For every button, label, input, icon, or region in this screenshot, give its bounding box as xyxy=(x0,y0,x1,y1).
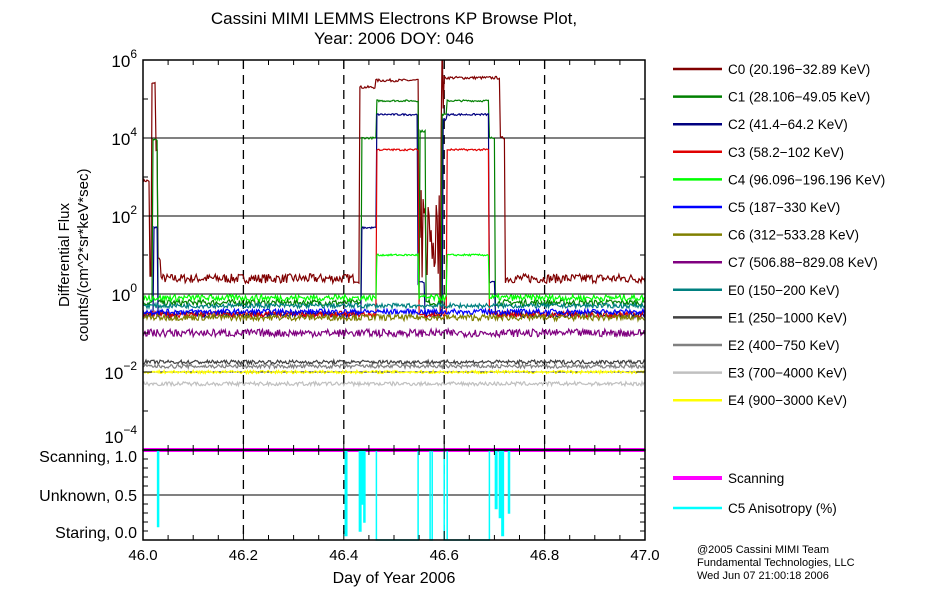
legend-label: E2 (400−750 KeV) xyxy=(728,338,839,353)
x-tick-label: 47.0 xyxy=(630,547,659,564)
y-tick-label: 10−2 xyxy=(104,359,137,383)
series-line-e0 xyxy=(143,301,645,311)
y-tick-label: 10−4 xyxy=(104,423,137,447)
footer-line2: Fundamental Technologies, LLC xyxy=(697,557,855,569)
series-line-c7 xyxy=(143,326,645,339)
y-tick-label: 100 xyxy=(111,281,137,305)
legend-label: C1 (28.106−49.05 KeV) xyxy=(728,90,870,105)
legend-label: E3 (700−4000 KeV) xyxy=(728,366,847,381)
y-axis-label-line1: Differential Flux xyxy=(56,203,73,307)
series-line-c3 xyxy=(143,148,645,320)
x-tick-label: 46.0 xyxy=(128,547,157,564)
legend: C0 (20.196−32.89 KeV) C1 (28.106−49.05 Ke… xyxy=(673,62,885,516)
chart-title-line1: Cassini MIMI LEMMS Electrons KP Browse P… xyxy=(211,9,577,28)
y-tick-label: 106 xyxy=(111,47,137,71)
legend-label: C7 (506.88−829.08 KeV) xyxy=(728,255,878,270)
footer-line3: Wed Jun 07 21:00:18 2006 xyxy=(697,570,829,582)
legend-label: C0 (20.196−32.89 KeV) xyxy=(728,62,870,77)
axes: 46.0 46.2 46.4 46.6 46.8 47.0 106 104 102 100 10−2… xyxy=(39,47,659,564)
legend-label: C2 (41.4−64.2 KeV) xyxy=(728,117,848,132)
legend-label: E0 (150−200 KeV) xyxy=(728,283,839,298)
series-line-c4 xyxy=(143,252,645,303)
legend-label: C5 Anisotropy (%) xyxy=(728,501,837,516)
y-axis-label-line2: counts/(cm^2*sr*keV*sec) xyxy=(75,169,92,342)
legend-label: C6 (312−533.28 KeV) xyxy=(728,228,859,243)
lower-y-tick-label: Unknown, 0.5 xyxy=(39,488,137,505)
legend-label: C3 (58.2−102 KeV) xyxy=(728,145,844,160)
series-line-e1 xyxy=(143,357,645,366)
x-tick-label: 46.4 xyxy=(329,547,358,564)
legend-label: E1 (250−1000 KeV) xyxy=(728,310,847,325)
lower-y-tick-label: Staring, 0.0 xyxy=(55,525,137,542)
x-axis-label: Day of Year 2006 xyxy=(333,570,456,587)
series-line-c0 xyxy=(143,60,645,315)
lower-y-tick-label: Scanning, 1.0 xyxy=(39,449,137,466)
series-line-e3 xyxy=(143,379,645,388)
series-line-e4 xyxy=(143,368,645,376)
y-tick-label: 102 xyxy=(111,203,137,227)
legend-label: Scanning xyxy=(728,471,784,486)
legend-label: C5 (187−330 KeV) xyxy=(728,200,840,215)
series-line-c1 xyxy=(143,99,645,308)
legend-label: E4 (900−3000 KeV) xyxy=(728,393,847,408)
legend-label: C4 (96.096−196.196 KeV) xyxy=(728,172,885,187)
footer-line1: @2005 Cassini MIMI Team xyxy=(697,544,829,556)
series-line-c6 xyxy=(143,312,645,323)
x-tick-label: 46.8 xyxy=(530,547,559,564)
x-tick-label: 46.2 xyxy=(229,547,258,564)
series-line-e2 xyxy=(143,362,645,371)
y-tick-label: 104 xyxy=(111,125,137,149)
x-tick-label: 46.6 xyxy=(430,547,459,564)
series-line-c5 xyxy=(143,307,645,317)
flux-series xyxy=(143,60,645,388)
chart-title-line2: Year: 2006 DOY: 046 xyxy=(314,29,474,48)
